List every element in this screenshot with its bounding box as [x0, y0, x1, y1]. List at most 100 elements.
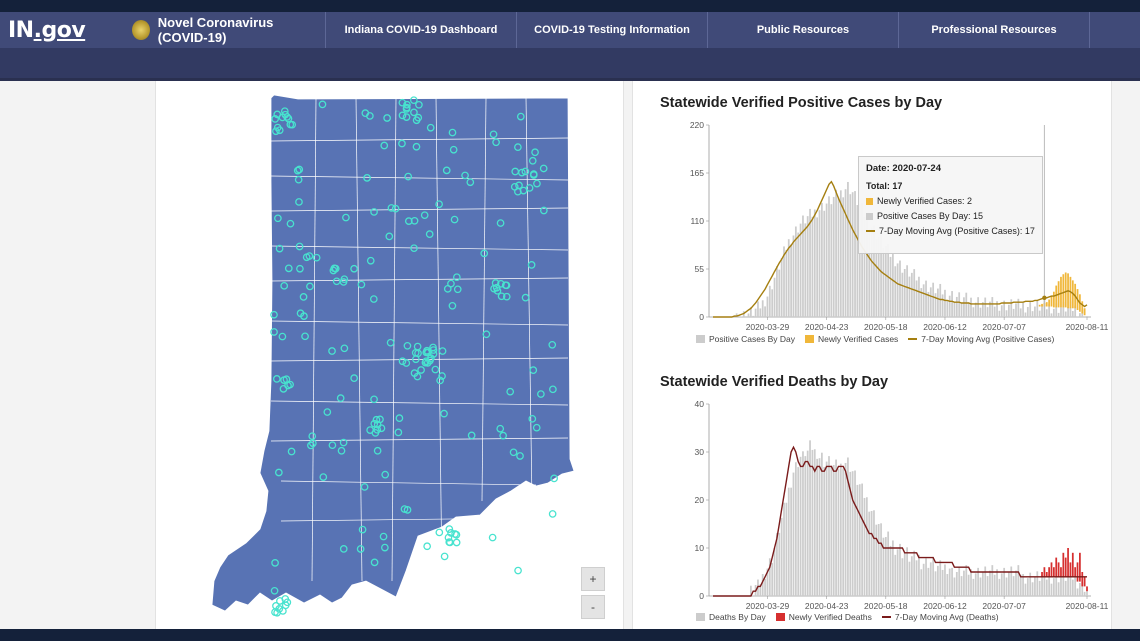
bar-positive-cases[interactable] — [818, 210, 821, 317]
bar-positive-cases[interactable] — [986, 307, 989, 317]
bar-newly-verified[interactable] — [1052, 291, 1055, 308]
case-marker[interactable] — [275, 468, 283, 477]
bar-newly-verified[interactable] — [1055, 557, 1058, 577]
case-marker[interactable] — [381, 543, 389, 552]
case-marker[interactable] — [452, 530, 461, 539]
bar-positive-cases[interactable] — [813, 209, 816, 317]
bar-positive-cases[interactable] — [1034, 306, 1036, 317]
bar-positive-cases[interactable] — [1024, 312, 1027, 317]
case-marker[interactable] — [528, 414, 537, 423]
case-marker[interactable] — [506, 387, 515, 396]
bar-positive-cases[interactable] — [1031, 311, 1034, 317]
cases-chart[interactable]: 0 55 110 165 220 2020-03-29 2020-04-23 2020-05-… — [633, 111, 1111, 346]
bar-deaths[interactable] — [847, 457, 849, 596]
bar-positive-cases[interactable] — [896, 263, 899, 317]
zoom-in-button[interactable]: + — [581, 567, 605, 591]
bar-deaths[interactable] — [984, 566, 987, 596]
bar-deaths[interactable] — [972, 578, 975, 596]
bar-positive-cases[interactable] — [749, 307, 752, 317]
bar-deaths[interactable] — [1067, 575, 1069, 596]
bar-positive-cases[interactable] — [797, 232, 800, 317]
bar-positive-cases[interactable] — [844, 189, 847, 317]
indiana-state-shape[interactable] — [211, 94, 575, 612]
case-marker[interactable] — [370, 208, 378, 216]
bar-positive-cases[interactable] — [830, 204, 833, 317]
bar-positive-cases[interactable] — [989, 301, 991, 317]
bar-positive-cases[interactable] — [778, 269, 781, 317]
bar-positive-cases[interactable] — [877, 236, 880, 317]
bar-positive-cases[interactable] — [870, 227, 873, 317]
bar-deaths[interactable] — [939, 560, 942, 596]
bar-deaths[interactable] — [830, 465, 833, 596]
bar-positive-cases[interactable] — [889, 256, 892, 317]
bar-newly-verified[interactable] — [1050, 562, 1053, 577]
bar-newly-verified[interactable] — [1048, 567, 1051, 577]
bar-positive-cases[interactable] — [901, 272, 904, 317]
bar-positive-cases[interactable] — [754, 308, 757, 317]
bar-deaths[interactable] — [941, 569, 944, 596]
case-marker[interactable] — [356, 545, 365, 553]
case-marker[interactable] — [275, 126, 284, 135]
bar-deaths[interactable] — [882, 537, 885, 596]
bar-deaths[interactable] — [1019, 574, 1022, 596]
bar-positive-cases[interactable] — [1048, 303, 1051, 317]
bar-newly-verified[interactable] — [1076, 562, 1079, 582]
case-marker[interactable] — [548, 340, 557, 349]
case-marker[interactable] — [309, 439, 317, 448]
case-marker[interactable] — [350, 264, 358, 273]
bar-deaths[interactable] — [996, 569, 998, 596]
bar-positive-cases[interactable] — [915, 280, 918, 317]
bar-deaths[interactable] — [821, 452, 823, 596]
case-marker[interactable] — [306, 282, 314, 291]
deaths-chart[interactable]: 0 10 20 30 40 2020-03-29 2020-04-23 2020-05-18 2… — [633, 390, 1111, 625]
case-marker[interactable] — [323, 408, 332, 416]
bar-deaths[interactable] — [787, 487, 790, 596]
bar-positive-cases[interactable] — [757, 301, 759, 317]
bar-newly-verified[interactable] — [1041, 572, 1043, 577]
case-marker[interactable] — [452, 273, 461, 282]
bar-deaths[interactable] — [915, 560, 918, 596]
bar-deaths[interactable] — [979, 577, 982, 596]
bar-deaths[interactable] — [877, 524, 880, 596]
case-marker[interactable] — [491, 279, 500, 287]
bar-positive-cases[interactable] — [811, 216, 814, 317]
bar-deaths[interactable] — [816, 458, 819, 596]
case-marker[interactable] — [417, 366, 425, 374]
bar-deaths[interactable] — [887, 531, 890, 596]
bar-positive-cases[interactable] — [858, 203, 861, 317]
bar-deaths[interactable] — [1026, 578, 1029, 596]
case-marker[interactable] — [312, 253, 321, 262]
bar-positive-cases[interactable] — [960, 302, 963, 317]
case-marker[interactable] — [274, 214, 282, 223]
bar-deaths[interactable] — [835, 459, 837, 596]
bar-deaths[interactable] — [752, 595, 755, 596]
case-marker[interactable] — [525, 184, 534, 192]
case-marker[interactable] — [387, 204, 396, 212]
case-marker[interactable] — [497, 279, 505, 288]
case-marker[interactable] — [404, 172, 413, 181]
bar-deaths[interactable] — [896, 549, 899, 596]
bar-positive-cases[interactable] — [936, 288, 939, 317]
bar-deaths[interactable] — [965, 565, 968, 596]
bar-newly-verified[interactable] — [1079, 552, 1081, 582]
case-marker[interactable] — [413, 372, 422, 381]
bar-positive-cases[interactable] — [1015, 303, 1017, 317]
bar-positive-cases[interactable] — [868, 229, 871, 317]
bar-newly-verified[interactable] — [1069, 562, 1072, 577]
bar-positive-cases[interactable] — [972, 307, 975, 317]
case-marker[interactable] — [398, 111, 407, 120]
bar-deaths[interactable] — [811, 449, 814, 596]
case-marker[interactable] — [339, 438, 348, 447]
bar-deaths[interactable] — [749, 585, 752, 596]
case-marker[interactable] — [286, 380, 294, 389]
bar-positive-cases[interactable] — [1069, 301, 1072, 317]
bar-positive-cases[interactable] — [1062, 301, 1065, 317]
case-marker[interactable] — [492, 283, 501, 292]
bar-positive-cases[interactable] — [1055, 303, 1058, 317]
bar-deaths[interactable] — [991, 565, 994, 596]
case-marker[interactable] — [410, 244, 418, 253]
bar-positive-cases[interactable] — [927, 291, 930, 317]
case-marker[interactable] — [283, 598, 292, 607]
bar-deaths[interactable] — [967, 574, 970, 596]
bar-deaths[interactable] — [813, 449, 816, 596]
